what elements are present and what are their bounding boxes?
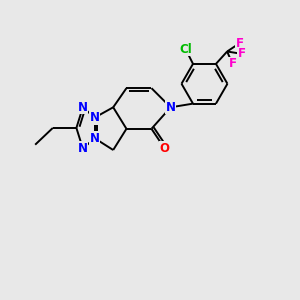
Text: F: F <box>236 37 244 50</box>
Text: N: N <box>78 101 88 114</box>
Text: F: F <box>228 57 236 70</box>
Text: F: F <box>238 47 246 60</box>
Text: N: N <box>90 111 100 124</box>
Text: Cl: Cl <box>179 43 192 56</box>
Text: N: N <box>78 142 88 155</box>
Text: N: N <box>90 132 100 145</box>
Text: N: N <box>166 101 176 114</box>
Text: O: O <box>160 142 170 155</box>
